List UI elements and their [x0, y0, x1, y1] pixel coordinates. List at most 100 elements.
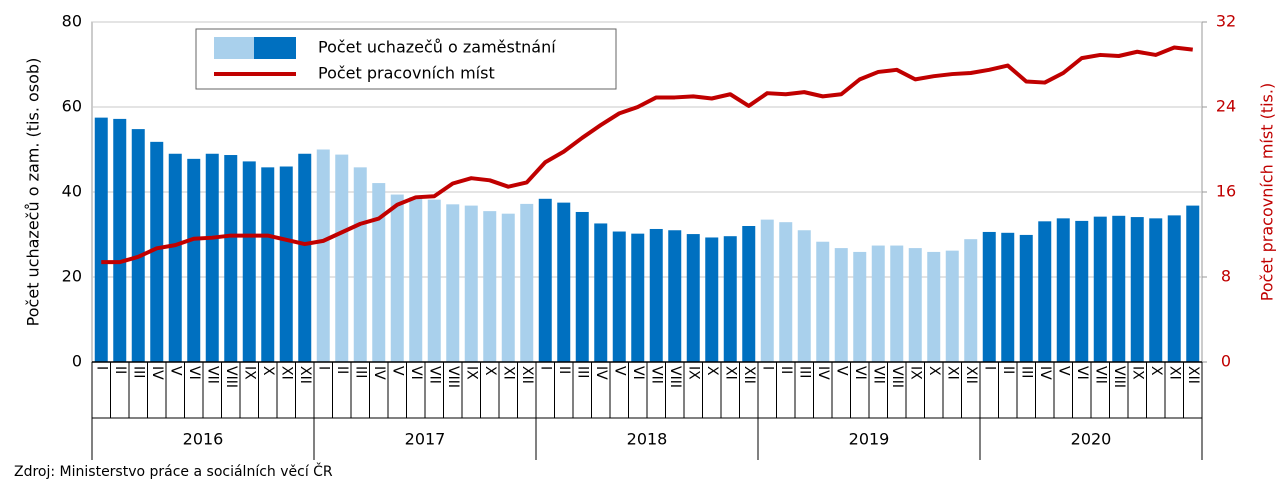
x-tick-label: I	[981, 366, 997, 370]
x-tick-label: VIII	[1111, 366, 1127, 388]
x-tick-label: IV	[593, 366, 609, 380]
x-tick-label: V	[611, 366, 627, 376]
x-tick-label: XI	[278, 366, 294, 380]
bar	[705, 237, 719, 362]
y2-axis-label: Počet pracovních míst (tis.)	[1258, 83, 1277, 301]
x-tick-label: II	[1000, 366, 1016, 374]
bar	[427, 199, 441, 362]
x-tick-label: IX	[907, 366, 923, 380]
legend-swatch	[254, 37, 296, 59]
bar	[631, 233, 645, 362]
x-tick-label: VIII	[667, 366, 683, 388]
bar	[205, 153, 219, 362]
x-tick-label: XII	[963, 366, 979, 384]
bar	[612, 231, 626, 362]
bar	[1149, 218, 1163, 362]
x-tick-label: V	[833, 366, 849, 376]
x-tick-label: XII	[297, 366, 313, 384]
bar	[94, 117, 108, 362]
x-tick-label: VIII	[223, 366, 239, 388]
y2-tick-label: 16	[1216, 182, 1236, 201]
x-tick-label: IX	[685, 366, 701, 380]
year-label: 2017	[405, 430, 446, 449]
x-tick-label: X	[482, 366, 498, 376]
bar	[483, 211, 497, 362]
x-tick-label: III	[1018, 366, 1034, 378]
y-tick-label: 40	[62, 182, 82, 201]
bar	[150, 141, 164, 362]
x-tick-label: XI	[944, 366, 960, 380]
bar	[1112, 215, 1126, 362]
y2-tick-label: 0	[1221, 352, 1231, 371]
bar	[372, 183, 386, 362]
x-tick-label: VI	[852, 366, 868, 380]
x-tick-label: I	[315, 366, 331, 370]
bar	[686, 234, 700, 362]
x-tick-label: II	[778, 366, 794, 374]
bar	[168, 153, 182, 362]
bar	[538, 198, 552, 362]
y2-tick-label: 32	[1216, 12, 1236, 31]
bar	[908, 248, 922, 362]
bar	[760, 219, 774, 362]
bar	[834, 248, 848, 362]
bar	[779, 222, 793, 362]
bar	[742, 226, 756, 362]
bar	[298, 153, 312, 362]
x-tick-label: I	[537, 366, 553, 370]
bar	[964, 239, 978, 362]
x-tick-label: III	[130, 366, 146, 378]
bar	[1093, 216, 1107, 362]
bar	[927, 251, 941, 362]
year-label: 2018	[627, 430, 668, 449]
x-tick-label: VII	[870, 366, 886, 384]
x-tick-label: VII	[426, 366, 442, 384]
bar	[335, 154, 349, 362]
y-tick-label: 80	[62, 12, 82, 31]
x-tick-label: IX	[1129, 366, 1145, 380]
x-tick-label: IV	[149, 366, 165, 380]
x-tick-label: VII	[204, 366, 220, 384]
x-tick-label: III	[574, 366, 590, 378]
x-tick-label: I	[759, 366, 775, 370]
bar	[945, 250, 959, 362]
x-tick-label: III	[796, 366, 812, 378]
x-tick-label: VIII	[445, 366, 461, 388]
x-tick-label: III	[352, 366, 368, 378]
x-tick-label: X	[260, 366, 276, 376]
bar	[890, 245, 904, 362]
x-tick-label: XII	[1185, 366, 1201, 384]
x-tick-label: IV	[1037, 366, 1053, 380]
bar	[853, 251, 867, 362]
x-tick-label: IX	[463, 366, 479, 380]
bar	[501, 213, 515, 362]
bar	[353, 167, 367, 362]
bar	[1130, 217, 1144, 362]
bar	[982, 231, 996, 362]
bar	[520, 203, 534, 362]
x-tick-label: V	[389, 366, 405, 376]
x-tick-label: VI	[1074, 366, 1090, 380]
x-tick-label: IV	[371, 366, 387, 380]
y-tick-label: 20	[62, 267, 82, 286]
bar	[1186, 205, 1200, 362]
x-tick-label: II	[334, 366, 350, 374]
bar	[1001, 232, 1015, 362]
bar	[1075, 220, 1089, 362]
x-tick-label: XI	[500, 366, 516, 380]
bar	[649, 228, 663, 362]
x-tick-label: VI	[630, 366, 646, 380]
x-tick-label: XII	[519, 366, 535, 384]
x-tick-label: X	[704, 366, 720, 376]
bar	[668, 230, 682, 362]
source: Zdroj: Ministerstvo práce a sociálních v…	[14, 462, 333, 480]
bar	[575, 211, 589, 362]
x-tick-label: II	[112, 366, 128, 374]
bar	[409, 197, 423, 362]
bar	[723, 236, 737, 362]
bar	[446, 204, 460, 362]
bar	[1038, 221, 1052, 362]
bar	[242, 161, 256, 362]
bar	[871, 245, 885, 362]
